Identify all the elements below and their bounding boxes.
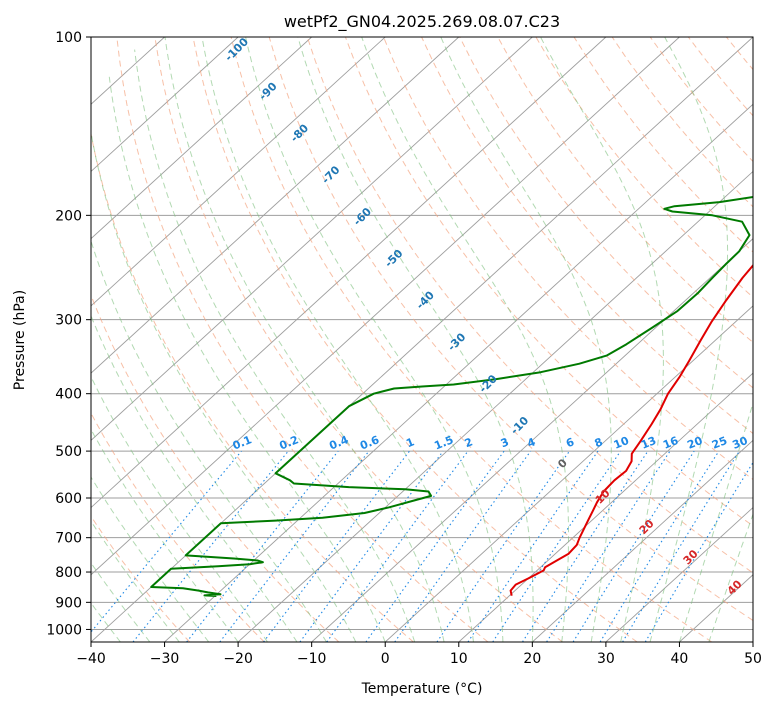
mixing-ratio-label: 20 <box>685 434 704 452</box>
y-tick-label: 1000 <box>46 622 82 638</box>
moist-adiabat-line <box>64 114 327 642</box>
mixing-ratio-line <box>220 451 369 642</box>
mixing-ratio-line <box>523 451 648 642</box>
dry-adiabat-line <box>765 37 775 642</box>
mixing-ratio-line <box>493 451 621 642</box>
dry-adiabat-label: 20 <box>637 517 657 537</box>
dry-adiabat-label: -30 <box>445 330 468 353</box>
dry-adiabat-line <box>498 37 775 642</box>
dry-adiabat-line <box>345 37 775 642</box>
isotherm-line <box>165 37 775 642</box>
moist-adiabat-line <box>298 37 533 642</box>
dry-adiabat-label: 40 <box>725 577 745 597</box>
mixing-ratio-label: 13 <box>639 434 658 452</box>
mixing-ratio-label: 30 <box>731 434 750 452</box>
dry-adiabat-label: -80 <box>288 121 311 144</box>
dry-adiabat-label: -40 <box>414 288 437 311</box>
y-tick-label: 600 <box>55 491 82 507</box>
dry-adiabat-line <box>422 37 775 642</box>
x-tick-label: −20 <box>223 651 253 667</box>
moist-adiabat-line <box>709 37 775 642</box>
isotherm-grid <box>0 37 775 642</box>
y-axis-ticks: 100 200 300 400 500 600 700 800 900 1000 <box>46 30 91 638</box>
dewpoint-profile <box>151 37 775 596</box>
dry-adiabat-label: -10 <box>508 414 531 437</box>
dry-adiabat-line <box>269 37 775 642</box>
mixing-ratio-line <box>437 451 570 642</box>
isotherm-line <box>753 37 775 642</box>
mixing-ratio-label: 1.5 <box>432 433 455 452</box>
profile-series <box>151 37 775 596</box>
chart-title: wetPf2_GN04.2025.269.08.07.C23 <box>284 12 560 32</box>
y-tick-label: 300 <box>55 313 82 329</box>
y-tick-label: 800 <box>55 565 82 581</box>
dry-adiabat-label: -70 <box>319 163 342 186</box>
dry-adiabat-line <box>2 37 264 642</box>
dry-adiabat-line <box>155 37 563 642</box>
dry-adiabat-line <box>650 37 775 642</box>
mixing-ratio-label: 2 <box>463 435 475 450</box>
dry-adiabat-line <box>79 37 414 642</box>
mixing-ratio-line <box>187 451 339 642</box>
mixing-ratio-line <box>83 451 242 642</box>
mixing-ratio-line <box>547 451 670 642</box>
x-tick-label: 20 <box>523 651 541 667</box>
x-axis-label: Temperature (°C) <box>361 681 483 697</box>
dry-adiabat-line <box>726 37 775 642</box>
moist-adiabat-line <box>541 37 664 642</box>
moist-adiabat-line <box>85 94 356 642</box>
x-axis-ticks: −40 −30 −20 −10 0 10 20 30 40 50 <box>76 642 762 667</box>
isotherm-line <box>0 37 312 642</box>
isotherm-line <box>17 37 679 642</box>
dry-adiabat-label: -20 <box>477 372 500 395</box>
x-tick-label: 0 <box>381 651 390 667</box>
dry-adiabat-label: -90 <box>256 80 279 103</box>
mixing-ratio-line <box>600 451 719 642</box>
moist-adiabat-line <box>5 166 238 642</box>
mixing-ratio-line <box>133 451 288 642</box>
x-tick-label: −40 <box>76 651 106 667</box>
dry-adiabat-label: -50 <box>382 247 405 270</box>
mixing-ratio-label: 10 <box>612 434 631 452</box>
mixing-ratio-label: 3 <box>499 435 511 450</box>
x-tick-label: −10 <box>297 651 327 667</box>
y-tick-label: 900 <box>55 595 82 611</box>
mixing-ratio-label: 6 <box>564 435 576 450</box>
mixing-ratio-line <box>573 451 694 642</box>
x-tick-label: 40 <box>671 651 689 667</box>
mixing-ratio-label: 16 <box>661 434 680 452</box>
dry-adiabat-label: 30 <box>681 547 701 567</box>
y-tick-label: 400 <box>55 387 82 403</box>
x-tick-label: −30 <box>150 651 180 667</box>
mixing-ratio-label: 0.6 <box>358 433 381 452</box>
dry-adiabat-label: -100 <box>222 35 251 64</box>
mixing-ratio-lines <box>83 451 760 642</box>
y-tick-label: 700 <box>55 531 82 547</box>
isotherm-line <box>0 37 385 642</box>
x-tick-label: 30 <box>597 651 615 667</box>
x-tick-label: 10 <box>450 651 468 667</box>
isotherm-line <box>0 37 459 642</box>
mixing-ratio-line <box>468 451 598 642</box>
y-tick-label: 100 <box>55 30 82 46</box>
mixing-ratio-label: 1 <box>404 435 416 450</box>
mixing-ratio-label: 0.1 <box>231 433 254 452</box>
mixing-ratio-label: 0.2 <box>277 433 300 452</box>
mixing-ratio-line <box>366 451 504 642</box>
mixing-ratio-line <box>623 451 740 642</box>
y-tick-label: 200 <box>55 208 82 224</box>
moist-adiabat-line <box>0 181 209 642</box>
y-tick-label: 500 <box>55 444 82 460</box>
mixing-ratio-label: 25 <box>710 434 729 452</box>
isotherm-line <box>0 37 238 642</box>
mixing-ratio-line <box>264 451 410 642</box>
y-axis-label: Pressure (hPa) <box>12 290 28 390</box>
mixing-ratio-label: 0.4 <box>327 433 350 452</box>
x-tick-label: 50 <box>744 651 762 667</box>
